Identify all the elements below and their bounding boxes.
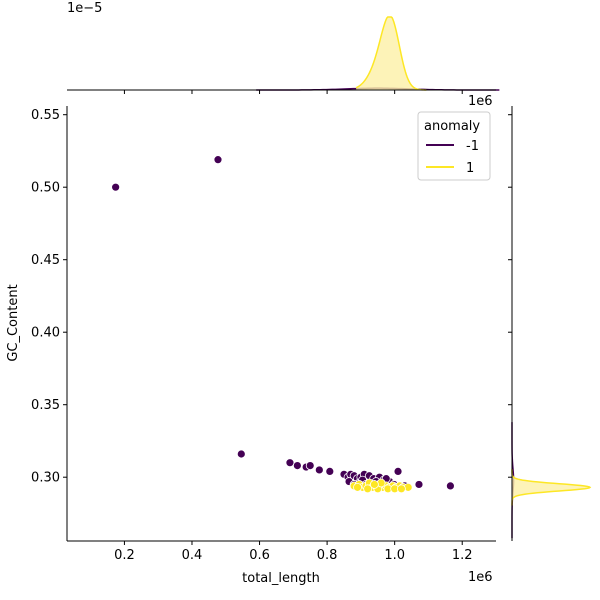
- right-kde-fill-normal: [512, 469, 590, 506]
- x-axis-ticks: 0.2 0.4 0.6 0.8 1.0 1.2: [114, 541, 473, 563]
- scatter-point-anomaly: [305, 461, 315, 471]
- x-tick-label: 1.0: [384, 548, 405, 563]
- x-tick-label: 0.4: [182, 548, 203, 563]
- scatter-point-normal: [363, 484, 373, 494]
- y-axis-label: GC_Content: [6, 284, 21, 361]
- y-tick-label: 0.50: [31, 181, 60, 196]
- scatter-point-normal: [369, 480, 379, 489]
- x-tick-label: 0.8: [317, 548, 338, 563]
- legend-title: anomaly: [424, 119, 480, 134]
- right-marginal-curves: [511, 422, 592, 539]
- top-kde-line-normal: [355, 16, 427, 91]
- x-axis-offset-label: 1e6: [468, 570, 493, 585]
- y-axis-ticks: 0.30 0.35 0.40 0.45 0.50 0.55: [31, 108, 67, 486]
- scatter-point-normal: [397, 484, 406, 494]
- y-tick-label: 0.55: [31, 108, 60, 123]
- x-tick-label: 0.2: [114, 548, 135, 563]
- scatter-point-anomaly: [292, 461, 302, 471]
- top-marginal-curves: [256, 16, 500, 91]
- scatter-point-anomaly: [393, 466, 403, 476]
- top-marginal-offset-label: 1e−5: [67, 1, 102, 16]
- top-marginal-kde: 1e−5: [67, 1, 500, 94]
- scatter-point-anomaly: [236, 449, 246, 459]
- legend-entries: -11: [426, 139, 479, 176]
- scatter-point-anomaly: [111, 182, 121, 192]
- main-scatter-plot: 0.2 0.4 0.6 0.8 1.0 1.2 0.300.350.400.450.500…: [6, 106, 496, 586]
- top-marginal-ticks: [123, 90, 463, 94]
- y-tick-label: 0.45: [31, 253, 60, 268]
- right-marginal-ticks: [508, 114, 512, 478]
- scatter-points: [111, 155, 455, 494]
- top-kde-fill-normal: [356, 17, 427, 90]
- scatter-point-anomaly: [414, 480, 424, 489]
- scatter-point-anomaly: [285, 458, 295, 468]
- scatter-point-anomaly: [445, 481, 455, 491]
- scatter-point-anomaly: [213, 155, 223, 165]
- x-tick-label: 1.2: [452, 548, 473, 563]
- x-tick-label: 0.6: [249, 548, 270, 563]
- right-marginal-offset-label: 1e6: [468, 94, 493, 109]
- y-tick-label: 0.35: [31, 398, 60, 413]
- scatter-point-normal: [353, 482, 362, 492]
- x-axis-label: total_length: [242, 571, 320, 586]
- legend: anomaly -11: [417, 111, 491, 181]
- legend-label: -1: [466, 139, 479, 154]
- scatter-point-anomaly: [314, 465, 324, 475]
- legend-label: 1: [466, 161, 474, 176]
- right-marginal-kde: 1e6: [468, 94, 592, 541]
- y-tick-label: 0.30: [31, 471, 60, 486]
- scatter-point-anomaly: [325, 466, 335, 476]
- y-tick-label: 0.40: [31, 326, 60, 341]
